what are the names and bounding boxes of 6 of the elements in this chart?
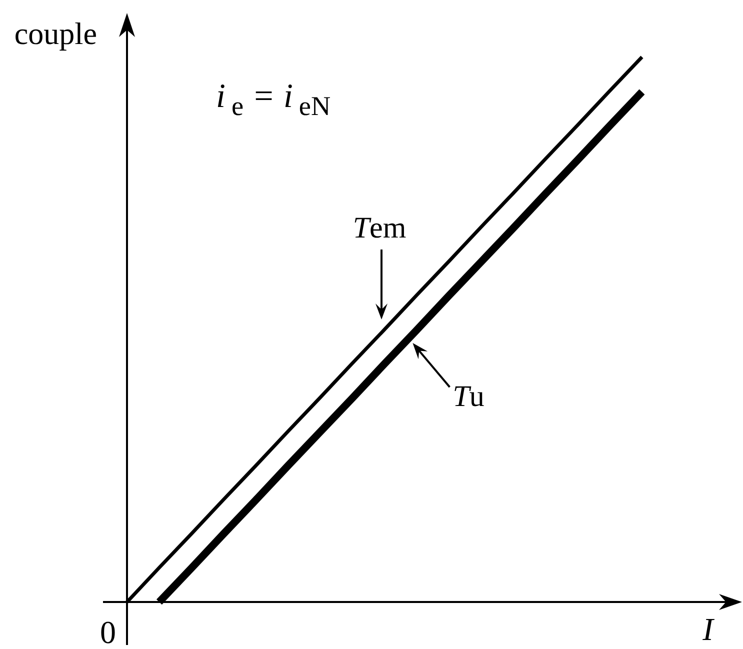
annotation: i$_{e}$ = i$_{eN}$ (216, 78, 331, 122)
legend-label: Tu (452, 380, 484, 414)
x-axis-title: I (702, 611, 715, 647)
text: 0 (100, 614, 116, 649)
y-axis-title: couple (14, 16, 97, 51)
series-label: Tem (352, 212, 406, 244)
